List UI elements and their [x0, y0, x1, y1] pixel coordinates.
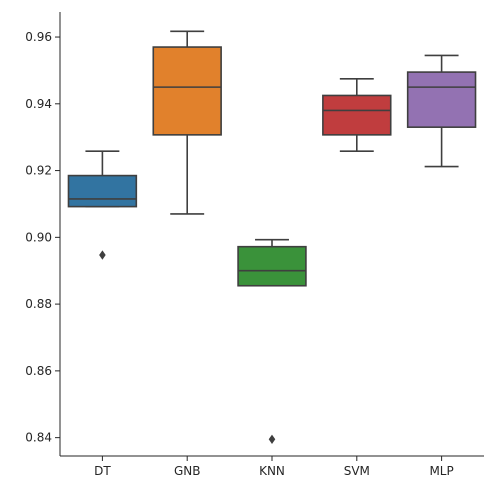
- y-axis: 0.84 0.86 0.88 0.90 0.92 0.94 0.96: [25, 12, 61, 456]
- y-tick-label: 0.92: [25, 164, 52, 178]
- iqr-box: [406, 71, 477, 128]
- y-tick-label: 0.96: [25, 30, 52, 44]
- outlier-point: [99, 250, 106, 260]
- box-gnb: [152, 30, 222, 215]
- boxes: [67, 30, 477, 445]
- iqr-box: [67, 174, 138, 208]
- iqr-box: [322, 94, 392, 136]
- outlier-point: [268, 434, 276, 445]
- x-tick-label: KNN: [259, 464, 285, 478]
- x-axis: DT GNB KNN SVM MLP: [60, 455, 484, 478]
- box-knn: [237, 238, 307, 445]
- y-tick-label: 0.84: [25, 431, 52, 445]
- y-tick-label: 0.94: [25, 97, 52, 111]
- box-mlp: [406, 54, 477, 168]
- x-tick-label: SVM: [344, 464, 370, 478]
- box-svm: [322, 77, 392, 153]
- y-tick-label: 0.90: [25, 230, 52, 244]
- x-tick-label: GNB: [174, 464, 201, 478]
- iqr-box: [152, 46, 222, 136]
- y-tick-label: 0.86: [25, 364, 52, 378]
- x-tick-label: DT: [94, 464, 111, 478]
- x-tick-label: MLP: [429, 464, 453, 478]
- y-tick-label: 0.88: [25, 297, 52, 311]
- iqr-box: [237, 245, 307, 287]
- box-dt: [67, 150, 138, 260]
